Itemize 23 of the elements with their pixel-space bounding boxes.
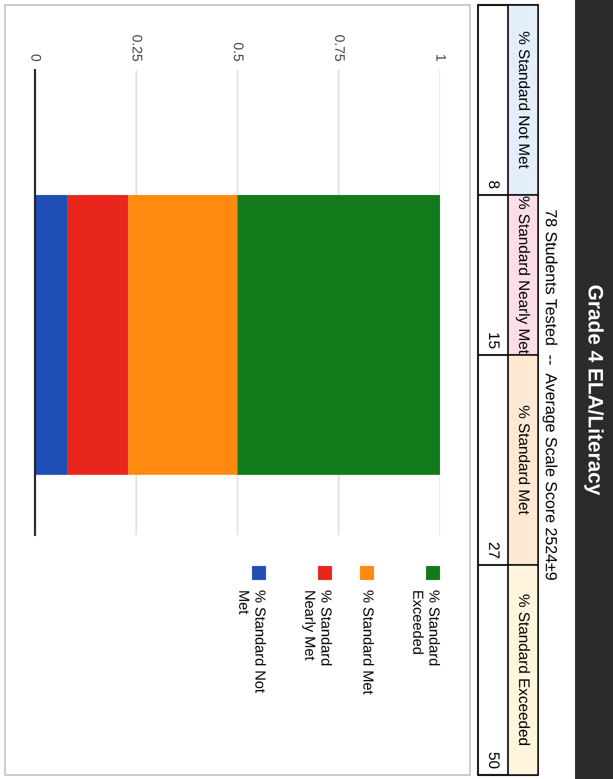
x-tick-label: 0.5 (234, 42, 244, 62)
text: Grade 4 ELA/Literacy (584, 285, 604, 496)
x-tick-label: 0.25 (132, 35, 142, 62)
text: 50 (488, 752, 500, 768)
text: % Standard Not Met (518, 32, 530, 169)
bar (128, 194, 238, 475)
x-tick-label: 1 (436, 55, 446, 61)
legend-label: % Standard Nearly Met (302, 590, 332, 666)
x-tick-label: 0 (31, 54, 42, 62)
text: % Standard Nearly Met (516, 196, 530, 354)
x-tick-label: 0.75 (335, 35, 345, 62)
bar (35, 194, 68, 475)
text: 15 (488, 333, 500, 348)
bar (67, 194, 128, 475)
bar (238, 194, 440, 475)
text: % Standard Met (518, 406, 530, 515)
text: 8 (488, 181, 500, 188)
legend-label: % Standard Not Met (239, 590, 266, 693)
legend-label: % Standard Exceeded (413, 590, 440, 666)
text: 78 Students Tested -- Average Scale Score 2524±9 (542, 210, 558, 580)
text: % Standard Exceeded (518, 594, 530, 746)
text: 27 (489, 542, 500, 558)
legend-label: % Standard Met (363, 590, 374, 694)
